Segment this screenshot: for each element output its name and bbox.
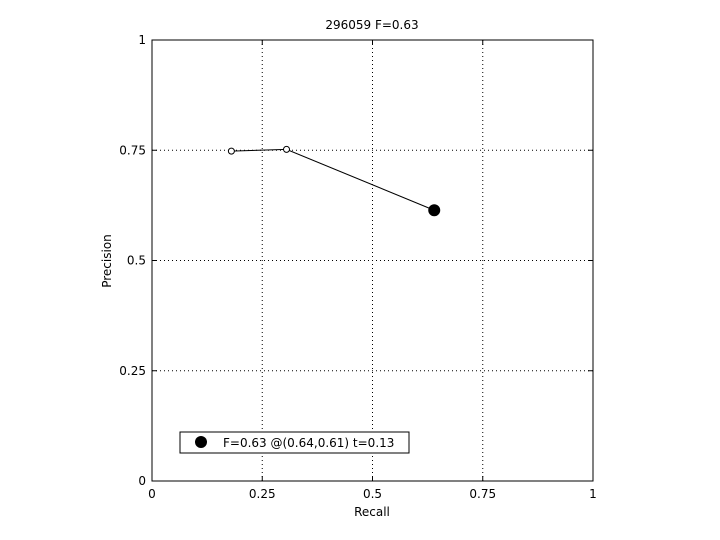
data-point <box>227 147 235 155</box>
y-tick-label: 0.5 <box>127 254 146 268</box>
best-f-point <box>428 204 441 217</box>
legend: F=0.63 @(0.64,0.61) t=0.13 <box>179 431 410 454</box>
grid-lines <box>152 40 593 481</box>
x-tick-label: 0.75 <box>469 487 496 501</box>
y-tick-label: 1 <box>138 33 146 47</box>
legend-entry: F=0.63 @(0.64,0.61) t=0.13 <box>223 436 394 450</box>
x-tick-label: 0.5 <box>363 487 382 501</box>
legend-marker <box>195 436 207 448</box>
x-tick-label: 0 <box>148 487 156 501</box>
x-axis-label: Recall <box>354 505 390 519</box>
chart-title: 296059 F=0.63 <box>325 18 418 32</box>
y-tick-label: 0.75 <box>119 143 146 157</box>
y-tick-label: 0.25 <box>119 364 146 378</box>
x-tick-label: 1 <box>589 487 597 501</box>
y-axis-label: Precision <box>100 234 114 288</box>
legend-box <box>179 431 410 454</box>
y-tick-label: 0 <box>138 474 146 488</box>
axis-ticks: 0 0.25 0.5 0.75 1 0 0.25 0.5 0.75 1 <box>119 33 597 501</box>
data-point <box>283 145 291 153</box>
series-group <box>227 145 441 217</box>
x-tick-label: 0.25 <box>249 487 276 501</box>
